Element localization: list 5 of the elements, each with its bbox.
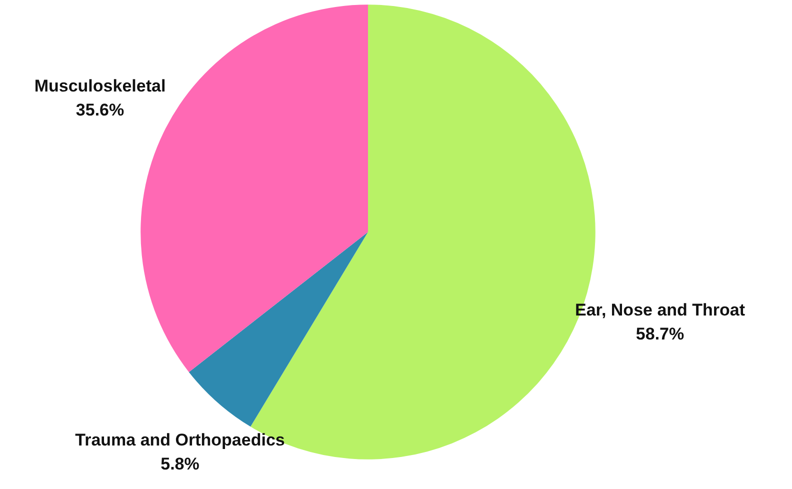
data-label: 35.6% [76, 100, 124, 120]
data-label: 5.8% [160, 454, 200, 474]
slice-label: Trauma and Orthopaedics [75, 430, 285, 450]
data-label: 58.7% [636, 324, 684, 344]
slice-label: Musculoskeletal [34, 76, 166, 96]
